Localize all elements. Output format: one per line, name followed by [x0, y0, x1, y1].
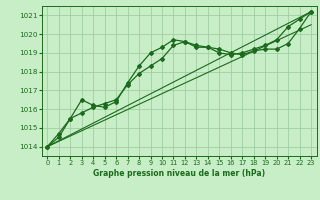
- X-axis label: Graphe pression niveau de la mer (hPa): Graphe pression niveau de la mer (hPa): [93, 169, 265, 178]
